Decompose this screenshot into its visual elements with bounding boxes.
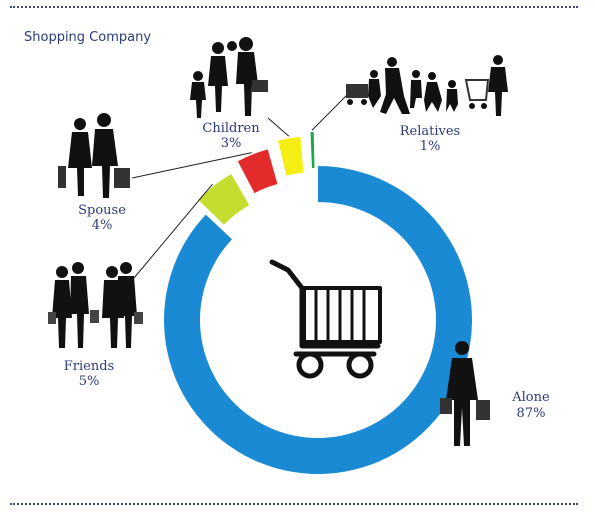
leader-line-children — [267, 117, 290, 137]
label-children-name: Children — [202, 121, 260, 136]
family-with-children-icon — [190, 37, 268, 118]
label-children-value: 3% — [221, 136, 242, 151]
shopping-cart-icon — [269, 259, 382, 379]
label-alone: Alone 87% — [511, 390, 550, 421]
leader-line-friends — [133, 183, 213, 279]
label-friends-value: 5% — [79, 374, 100, 389]
label-alone-name: Alone — [511, 390, 550, 405]
label-relatives: Relatives 1% — [400, 124, 460, 154]
label-relatives-value: 1% — [420, 139, 441, 154]
slice-spouse — [237, 149, 278, 194]
label-spouse-name: Spouse — [78, 203, 126, 218]
group-of-friends-shopping-icon — [48, 262, 143, 348]
bottom-divider — [10, 503, 578, 505]
leader-line-spouse — [131, 152, 252, 179]
slice-children — [278, 136, 304, 176]
label-spouse-value: 4% — [92, 218, 113, 233]
leader-line-relatives — [311, 89, 353, 131]
label-children: Children 3% — [202, 121, 260, 151]
label-friends-name: Friends — [64, 359, 114, 374]
man-with-shopping-bags-icon — [440, 341, 490, 446]
leader-lines — [131, 89, 353, 279]
donut-slices — [163, 132, 472, 474]
top-divider — [10, 6, 578, 8]
label-relatives-name: Relatives — [400, 124, 460, 139]
page-title: Shopping Company — [24, 30, 152, 45]
label-alone-value: 87% — [517, 406, 546, 421]
couple-shopping-icon — [58, 113, 130, 198]
slice-friends — [198, 173, 250, 225]
relatives-with-shopping-carts-icon — [346, 55, 508, 116]
label-friends: Friends 5% — [64, 359, 114, 389]
label-spouse: Spouse 4% — [78, 203, 126, 233]
slice-relatives — [310, 132, 315, 169]
